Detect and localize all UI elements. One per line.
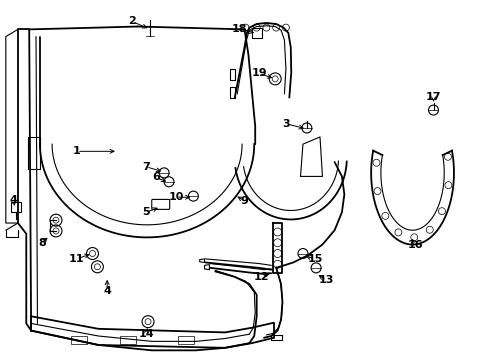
Text: 17: 17 <box>425 92 440 102</box>
Text: 2: 2 <box>128 17 136 27</box>
Text: 5: 5 <box>142 207 150 217</box>
Bar <box>120 336 135 343</box>
Text: 3: 3 <box>282 119 289 129</box>
Text: 16: 16 <box>407 239 423 249</box>
Text: 12: 12 <box>253 272 269 282</box>
Text: 19: 19 <box>251 68 266 78</box>
Text: 1: 1 <box>73 146 81 156</box>
Text: 13: 13 <box>318 275 333 285</box>
Text: 6: 6 <box>152 172 160 183</box>
Bar <box>71 336 87 343</box>
Text: 14: 14 <box>138 329 154 339</box>
Text: 4: 4 <box>9 195 17 205</box>
Text: 10: 10 <box>168 192 183 202</box>
Bar <box>178 336 194 343</box>
Text: 15: 15 <box>307 254 322 264</box>
Text: 7: 7 <box>142 162 150 172</box>
Text: 9: 9 <box>240 196 248 206</box>
Text: 4: 4 <box>103 286 111 296</box>
Text: 11: 11 <box>68 254 84 264</box>
Text: 8: 8 <box>39 238 46 248</box>
Bar <box>252 28 262 38</box>
Bar <box>11 202 20 212</box>
Text: 18: 18 <box>231 24 247 34</box>
